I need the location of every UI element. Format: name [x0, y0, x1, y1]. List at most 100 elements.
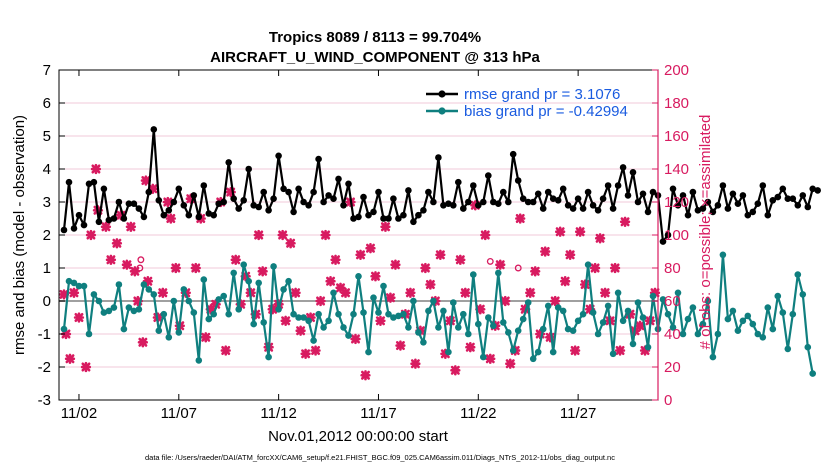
obs-assimilated-marker — [574, 226, 586, 237]
rmse-point — [609, 205, 617, 212]
obs-assimilated-marker — [157, 287, 168, 298]
obs-assimilated-marker — [320, 229, 331, 241]
bias-point — [400, 310, 407, 318]
bias-point — [210, 310, 217, 318]
obs-assimilated-marker — [405, 287, 416, 298]
y-right-tick-label: 80 — [664, 260, 681, 277]
bias-point — [804, 343, 812, 351]
bias-point — [609, 350, 617, 358]
bias-point — [624, 307, 632, 315]
obs-assimilated-marker — [385, 292, 396, 303]
obs-assimilated-marker — [500, 295, 511, 307]
rmse-point — [744, 211, 752, 219]
legend-rmse-marker — [438, 90, 446, 98]
bias-point — [80, 282, 88, 290]
rmse-point — [624, 192, 632, 199]
rmse-point — [230, 195, 237, 202]
bias-point — [125, 304, 133, 311]
bias-point — [475, 320, 482, 328]
bias-point — [699, 320, 707, 328]
rmse-point — [400, 211, 407, 219]
rmse-point — [574, 195, 582, 202]
bias-point — [255, 279, 262, 287]
bias-point — [584, 261, 592, 269]
rmse-point — [380, 215, 387, 222]
x-tick-label: 11/27 — [560, 405, 596, 422]
rmse-point — [255, 203, 262, 211]
bias-point — [589, 309, 597, 316]
rmse-point — [450, 202, 457, 209]
obs-assimilated-marker — [111, 238, 123, 249]
rmse-point — [315, 155, 322, 163]
rmse-point — [245, 165, 252, 173]
obs-assimilated-marker — [370, 271, 381, 282]
bias-point — [375, 309, 382, 316]
y-left-tick-label: 2 — [43, 227, 51, 244]
obs-assimilated-marker — [460, 287, 471, 298]
rmse-point — [420, 207, 427, 214]
obs-assimilated-marker — [365, 243, 376, 254]
rmse-point — [689, 188, 697, 196]
obs-assimilated-marker — [465, 342, 476, 353]
bias-point — [420, 339, 427, 346]
bias-point — [629, 340, 637, 348]
rmse-point — [649, 188, 657, 196]
rmse-point — [694, 207, 702, 214]
rmse-point — [220, 198, 227, 206]
rmse-point — [769, 197, 777, 204]
obs-assimilated-marker — [390, 259, 401, 270]
rmse-point — [250, 202, 257, 209]
x-tick-label: 11/07 — [161, 405, 197, 422]
bias-point — [305, 317, 312, 325]
obs-assimilated-marker — [495, 259, 506, 270]
bias-point — [75, 282, 83, 290]
bias-point — [100, 309, 108, 316]
bias-point — [524, 299, 532, 306]
rmse-point — [729, 190, 737, 198]
obs-assimilated-marker — [425, 279, 436, 290]
obs-assimilated-marker — [68, 287, 80, 298]
rmse-point — [240, 197, 247, 204]
bias-point — [205, 315, 213, 323]
bias-point — [290, 310, 297, 318]
rmse-point — [465, 198, 472, 206]
rmse-point — [495, 200, 502, 207]
rmse-point — [674, 202, 682, 209]
obs-assimilated-marker — [614, 345, 626, 356]
rmse-point — [155, 197, 163, 204]
rmse-point — [150, 126, 158, 133]
rmse-point — [430, 198, 437, 206]
bias-point — [335, 310, 342, 318]
bias-point — [460, 310, 467, 318]
bias-point — [345, 332, 352, 339]
bias-point — [425, 307, 432, 315]
rmse-point — [704, 198, 712, 206]
rmse-point — [395, 215, 402, 222]
bias-point — [270, 263, 277, 270]
rmse-point — [165, 207, 173, 214]
obs-assimilated-marker — [257, 266, 268, 277]
bias-point — [180, 286, 188, 293]
rmse-point — [599, 195, 607, 202]
bias-point — [714, 330, 722, 338]
rmse-point — [175, 185, 183, 193]
obs-assimilated-marker — [340, 287, 351, 298]
rmse-point — [305, 202, 312, 209]
y-right-tick-label: 200 — [664, 62, 689, 79]
bias-point — [619, 317, 627, 325]
bias-point — [285, 277, 292, 285]
rmse-point — [549, 195, 557, 202]
rmse-point — [794, 202, 802, 209]
bias-point — [370, 294, 377, 302]
y-left-tick-label: 5 — [43, 128, 51, 145]
rmse-point — [265, 207, 272, 214]
footer-data-file: data file: /Users/raeder/DAI/ATM_forcXX/… — [145, 453, 615, 462]
bias-point — [465, 330, 472, 338]
bias-point — [480, 353, 487, 361]
obs-assimilated-marker — [450, 365, 461, 376]
rmse-point — [529, 198, 537, 206]
rmse-point — [749, 208, 757, 216]
rmse-point — [509, 150, 517, 158]
obs-assimilated-marker — [140, 175, 151, 186]
